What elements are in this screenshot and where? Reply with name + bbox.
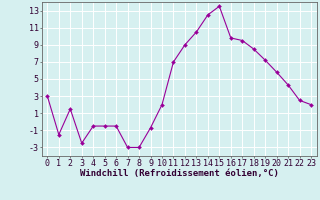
X-axis label: Windchill (Refroidissement éolien,°C): Windchill (Refroidissement éolien,°C) — [80, 169, 279, 178]
